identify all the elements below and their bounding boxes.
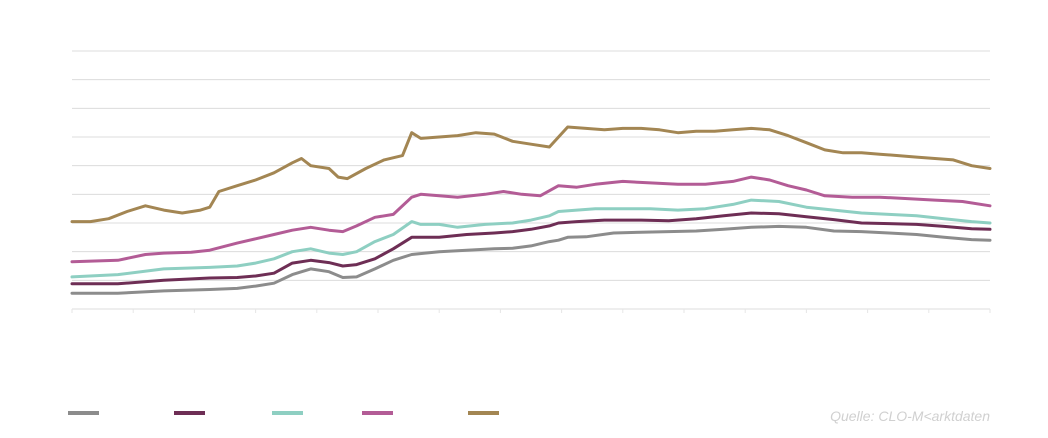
series-line-3 — [70, 198, 992, 279]
series-line-1 — [70, 224, 992, 295]
x-axis-ticks — [71, 309, 991, 313]
gridlines — [72, 50, 990, 310]
series-line-5 — [70, 125, 992, 224]
series-line-4 — [70, 175, 992, 264]
series-line-2 — [70, 211, 992, 286]
series-lines — [70, 125, 992, 295]
source-note: Quelle: CLO-M<arktdaten — [830, 408, 990, 424]
